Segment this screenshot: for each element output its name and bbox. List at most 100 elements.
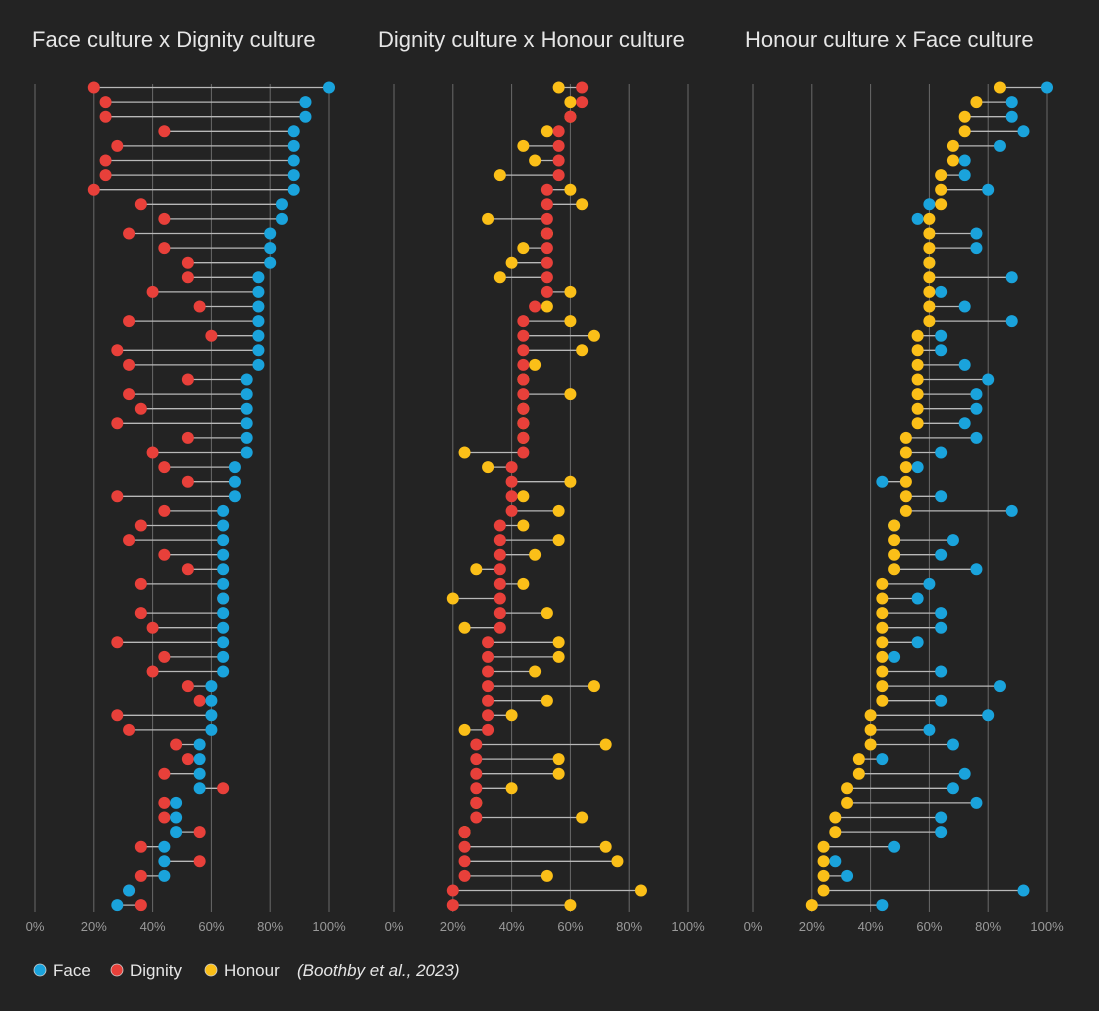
face-point xyxy=(970,563,983,576)
face-point xyxy=(935,621,948,634)
face-point xyxy=(228,475,241,488)
honour-point xyxy=(935,198,948,211)
legend-label: Face xyxy=(53,961,91,980)
x-tick-label: 80% xyxy=(616,919,642,934)
honour-point xyxy=(552,753,565,766)
face-point xyxy=(970,402,983,415)
dignity-point xyxy=(158,811,171,824)
honour-point xyxy=(599,738,612,751)
x-tick-label: 80% xyxy=(975,919,1001,934)
face-point xyxy=(205,709,218,722)
honour-point xyxy=(864,738,877,751)
face-point xyxy=(958,767,971,780)
face-point xyxy=(205,723,218,736)
dignity-point xyxy=(482,665,495,678)
honour-point xyxy=(864,723,877,736)
face-point xyxy=(958,300,971,313)
dignity-point xyxy=(505,490,518,503)
legend-marker-face xyxy=(33,963,47,977)
honour-point xyxy=(517,242,530,255)
dignity-point xyxy=(470,811,483,824)
dignity-point xyxy=(470,796,483,809)
face-point xyxy=(935,607,948,620)
dignity-point xyxy=(111,709,124,722)
honour-point xyxy=(493,169,506,182)
face-point xyxy=(240,373,253,386)
face-point xyxy=(888,840,901,853)
dignity-point xyxy=(111,139,124,152)
dignity-point xyxy=(87,183,100,196)
face-point xyxy=(993,139,1006,152)
dignity-point xyxy=(158,461,171,474)
honour-point xyxy=(923,271,936,284)
honour-point xyxy=(517,139,530,152)
face-point xyxy=(970,388,983,401)
honour-point xyxy=(923,285,936,298)
honour-point xyxy=(935,169,948,182)
dignity-point xyxy=(181,373,194,386)
face-point xyxy=(228,490,241,503)
dignity-point xyxy=(181,271,194,284)
honour-point xyxy=(946,139,959,152)
face-point xyxy=(958,358,971,371)
honour-point xyxy=(888,534,901,547)
honour-point xyxy=(946,154,959,167)
face-point xyxy=(217,621,230,634)
honour-point xyxy=(958,110,971,123)
face-point xyxy=(193,782,206,795)
honour-point xyxy=(817,869,830,882)
face-point xyxy=(287,183,300,196)
honour-point xyxy=(817,855,830,868)
face-point xyxy=(264,227,277,240)
dignity-point xyxy=(158,767,171,780)
dignity-point xyxy=(99,110,112,123)
face-point xyxy=(982,183,995,196)
honour-point xyxy=(923,300,936,313)
legend-label: Dignity xyxy=(130,961,182,980)
honour-point xyxy=(564,315,577,328)
honour-point xyxy=(552,636,565,649)
dignity-point xyxy=(123,534,136,547)
dignity-point xyxy=(123,723,136,736)
dignity-point xyxy=(181,680,194,693)
honour-point xyxy=(552,650,565,663)
x-tick-label: 0% xyxy=(385,919,404,934)
honour-point xyxy=(470,563,483,576)
face-point xyxy=(911,592,924,605)
dignity-point xyxy=(111,344,124,357)
dignity-point xyxy=(482,636,495,649)
dignity-point xyxy=(482,723,495,736)
honour-point xyxy=(911,373,924,386)
honour-point xyxy=(517,519,530,532)
honour-point xyxy=(576,811,589,824)
dignity-point xyxy=(181,753,194,766)
honour-point xyxy=(446,592,459,605)
dignity-point xyxy=(123,358,136,371)
honour-point xyxy=(876,650,889,663)
face-point xyxy=(252,315,265,328)
dignity-point xyxy=(517,402,530,415)
face-point xyxy=(958,417,971,430)
face-point xyxy=(217,563,230,576)
dignity-point xyxy=(493,548,506,561)
dignity-point xyxy=(540,285,553,298)
honour-point xyxy=(852,753,865,766)
face-point xyxy=(240,388,253,401)
dignity-point xyxy=(540,183,553,196)
honour-point xyxy=(587,329,600,342)
face-point xyxy=(193,738,206,751)
face-point xyxy=(982,373,995,386)
dignity-point xyxy=(458,840,471,853)
dignity-point xyxy=(493,563,506,576)
dignity-point xyxy=(99,169,112,182)
honour-point xyxy=(564,96,577,109)
honour-point xyxy=(552,534,565,547)
face-point xyxy=(287,139,300,152)
face-point xyxy=(252,271,265,284)
honour-point xyxy=(876,592,889,605)
face-point xyxy=(217,665,230,678)
face-point xyxy=(970,242,983,255)
face-point xyxy=(205,694,218,707)
dignity-point xyxy=(134,607,147,620)
honour-point xyxy=(458,446,471,459)
